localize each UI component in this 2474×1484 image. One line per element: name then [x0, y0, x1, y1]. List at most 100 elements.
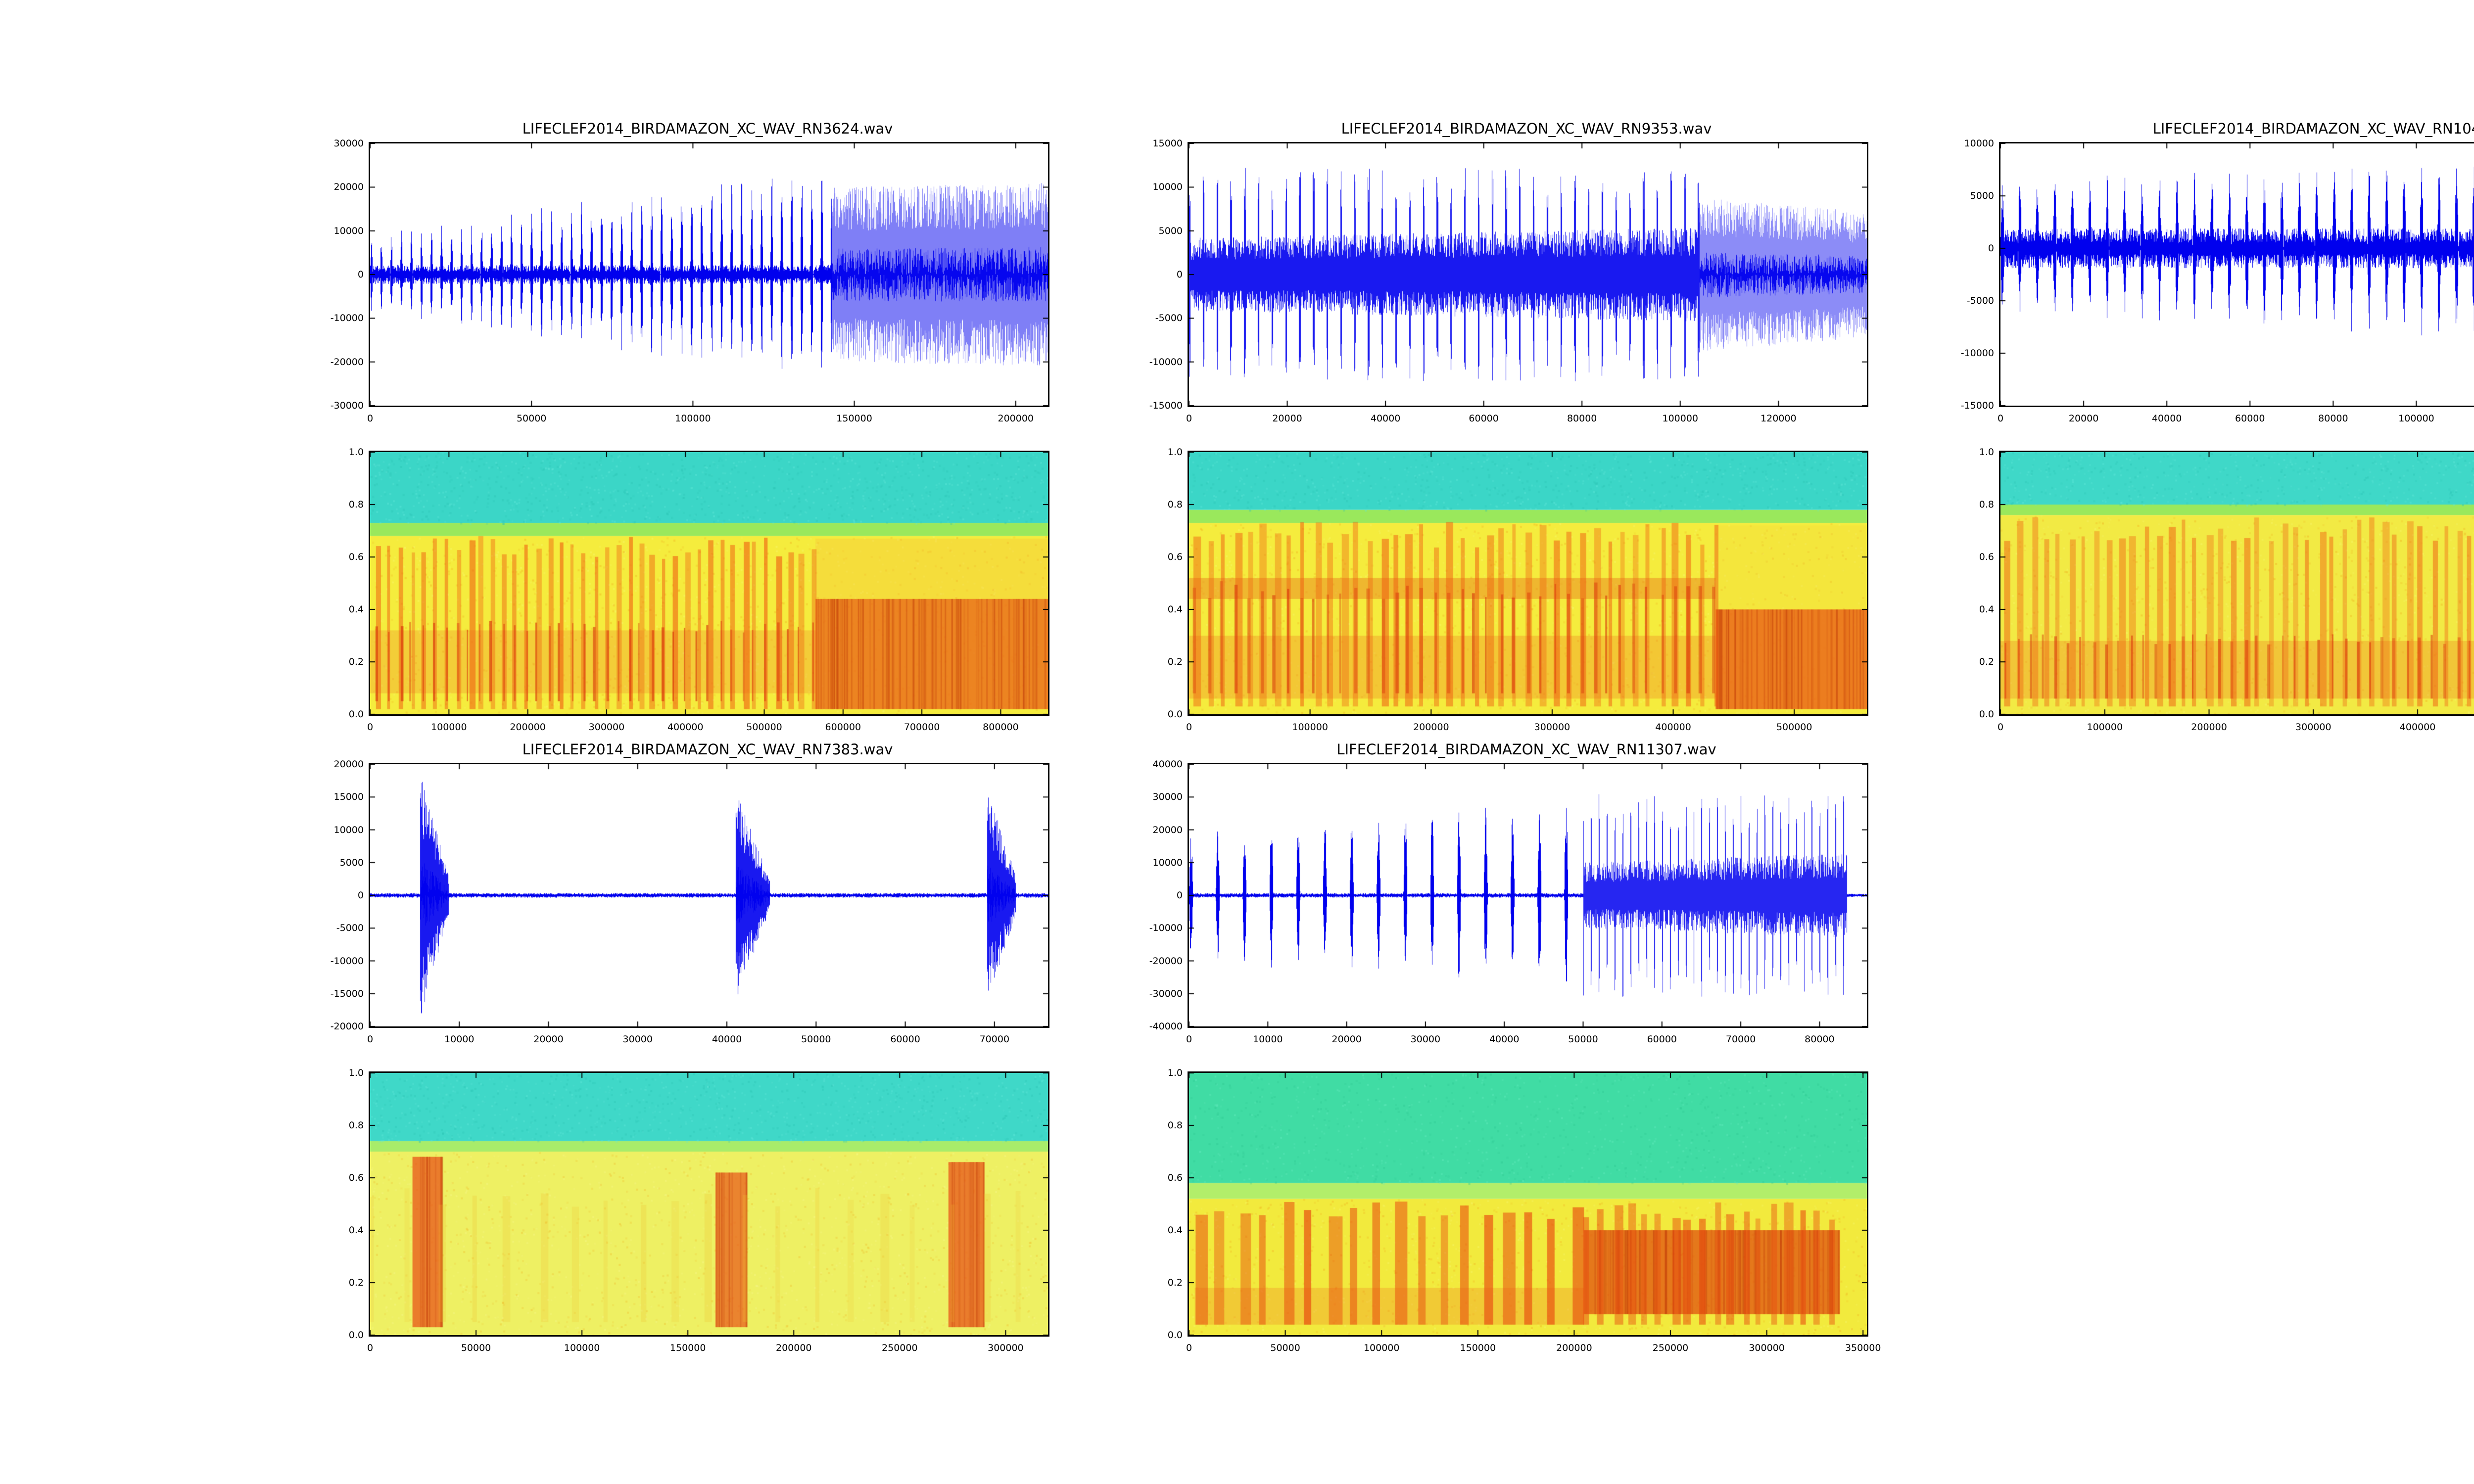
y-tick-label: 15000 [333, 791, 364, 803]
x-tick-label: 20000 [1272, 413, 1302, 424]
y-tick-label: 0.6 [1979, 552, 1994, 562]
subplot-waveform-rn7383: LIFECLEF2014_BIRDAMAZON_XC_WAV_RN7383.wa… [331, 741, 1049, 1045]
y-tick-label: -15000 [330, 988, 364, 999]
y-tick-label: 0.2 [1979, 656, 1994, 667]
y-tick-label: -5000 [1155, 313, 1183, 324]
plot-title: LIFECLEF2014_BIRDAMAZON_XC_WAV_RN1043.wa… [2152, 120, 2474, 137]
x-tick-label: 200000 [510, 722, 546, 733]
plot-title: LIFECLEF2014_BIRDAMAZON_XC_WAV_RN11307.w… [1336, 741, 1716, 758]
subplot-spectrogram-rn7383: 0 50000 100000 150000 200000 250000 300000 0.0 0… [349, 1067, 1049, 1353]
plot-title: LIFECLEF2014_BIRDAMAZON_XC_WAV_RN3624.wa… [522, 120, 893, 137]
x-tick-label: 80000 [1805, 1034, 1835, 1045]
y-tick-label: -15000 [1960, 400, 1994, 411]
x-tick-label: 50000 [461, 1343, 491, 1353]
x-tick-label: 600000 [825, 722, 861, 733]
x-tick-label: 100000 [431, 722, 467, 733]
y-tick-label: 30000 [333, 138, 364, 149]
plot-title: LIFECLEF2014_BIRDAMAZON_XC_WAV_RN9353.wa… [1341, 120, 1712, 137]
x-tick-label: 400000 [2399, 722, 2436, 733]
x-tick-label: 0 [367, 1343, 374, 1353]
y-tick-label: 0 [1176, 890, 1183, 901]
y-tick-label: 15000 [1152, 138, 1183, 149]
y-tick-label: 0 [357, 269, 364, 280]
x-tick-label: 10000 [1253, 1034, 1283, 1045]
x-tick-label: 40000 [1489, 1034, 1520, 1045]
y-tick-label: -20000 [330, 1021, 364, 1032]
waveform-plot-canvas [369, 763, 1049, 1028]
y-tick-label: 10000 [1964, 138, 1994, 149]
x-tick-label: 100000 [2087, 722, 2123, 733]
x-tick-label: 0 [1186, 1343, 1192, 1353]
waveform-plot-canvas [369, 142, 1049, 407]
x-tick-label: 100000 [675, 413, 711, 424]
x-tick-label: 0 [367, 722, 374, 733]
x-tick-label: 200000 [998, 413, 1034, 424]
spectrogram-plot-canvas [1999, 451, 2474, 716]
x-tick-label: 30000 [622, 1034, 653, 1045]
y-tick-label: -20000 [330, 356, 364, 368]
x-tick-label: 200000 [2191, 722, 2227, 733]
x-tick-label: 20000 [2068, 413, 2099, 424]
x-tick-label: 100000 [1662, 413, 1699, 424]
subplot-spectrogram-rn3624: 0 100000 200000 300000 400000 500000 600000 700… [349, 447, 1049, 733]
x-tick-label: 50000 [1270, 1343, 1300, 1353]
y-tick-label: 0 [1988, 243, 1994, 254]
y-tick-label: 0.4 [1979, 604, 1994, 615]
y-tick-label: -20000 [1149, 955, 1183, 967]
y-tick-label: -15000 [1149, 400, 1183, 411]
y-tick-label: 5000 [1158, 225, 1183, 236]
x-tick-label: 300000 [2295, 722, 2331, 733]
x-tick-label: 10000 [444, 1034, 475, 1045]
x-tick-label: 500000 [1776, 722, 1812, 733]
x-tick-label: 150000 [669, 1343, 706, 1353]
x-tick-label: 200000 [775, 1343, 812, 1353]
x-tick-label: 700000 [904, 722, 940, 733]
y-tick-label: 1.0 [348, 447, 364, 458]
y-tick-label: 0.8 [348, 499, 364, 510]
x-tick-label: 50000 [516, 413, 547, 424]
spectrogram-plot-canvas [1188, 1071, 1868, 1337]
x-tick-label: 300000 [988, 1343, 1024, 1353]
y-tick-label: 0.0 [348, 1330, 364, 1341]
y-tick-label: -40000 [1149, 1021, 1183, 1032]
y-tick-label: 0.2 [1167, 1277, 1183, 1288]
y-tick-label: 10000 [333, 824, 364, 835]
y-tick-label: 0.4 [348, 1225, 364, 1236]
x-tick-label: 200000 [1556, 1343, 1592, 1353]
y-tick-label: 1.0 [1167, 447, 1183, 458]
x-tick-label: 100000 [564, 1343, 600, 1353]
subplot-waveform-rn1043: LIFECLEF2014_BIRDAMAZON_XC_WAV_RN1043.wa… [1961, 120, 2474, 424]
waveform-plot-canvas [1188, 142, 1868, 407]
y-tick-label: 10000 [1152, 182, 1183, 193]
x-tick-label: 80000 [1567, 413, 1597, 424]
y-tick-label: 0.8 [1979, 499, 1994, 510]
x-tick-label: 100000 [2398, 413, 2434, 424]
y-tick-label: -30000 [330, 400, 364, 411]
y-tick-label: 10000 [1152, 857, 1183, 868]
y-tick-label: -10000 [1960, 348, 1994, 359]
x-tick-label: 500000 [746, 722, 782, 733]
x-tick-label: 100000 [1363, 1343, 1400, 1353]
y-tick-label: -10000 [1149, 923, 1183, 934]
spectrogram-plot-canvas [369, 1071, 1049, 1337]
y-tick-label: 0.4 [1167, 1225, 1183, 1236]
y-tick-label: -30000 [1149, 988, 1183, 999]
x-tick-label: 40000 [2151, 413, 2182, 424]
y-tick-label: 30000 [1152, 791, 1183, 803]
y-tick-label: 0.4 [1167, 604, 1183, 615]
x-tick-label: 800000 [983, 722, 1019, 733]
y-tick-label: 20000 [333, 759, 364, 770]
y-tick-label: 0.0 [1167, 709, 1183, 720]
x-tick-label: 60000 [1647, 1034, 1677, 1045]
x-tick-label: 80000 [2318, 413, 2348, 424]
x-tick-label: 0 [367, 1034, 374, 1045]
x-tick-label: 70000 [979, 1034, 1010, 1045]
y-tick-label: 5000 [1970, 190, 1994, 201]
x-tick-label: 0 [1997, 722, 2004, 733]
x-tick-label: 70000 [1725, 1034, 1756, 1045]
spectrogram-plot-canvas [369, 451, 1049, 716]
waveform-plot-canvas [1188, 763, 1868, 1028]
x-tick-label: 20000 [1332, 1034, 1362, 1045]
y-tick-label: 0.0 [348, 709, 364, 720]
